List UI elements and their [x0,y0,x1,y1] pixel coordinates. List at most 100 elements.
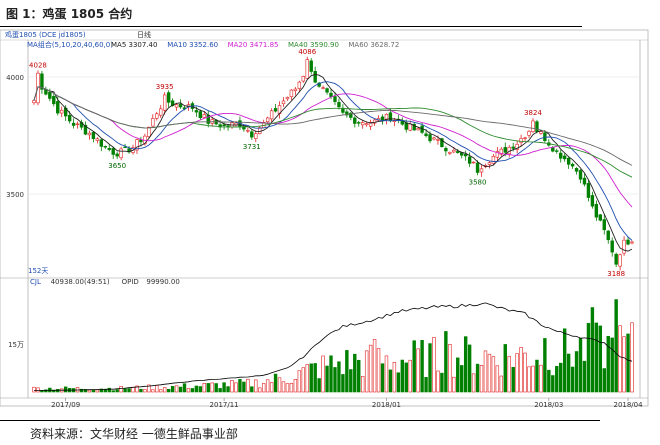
volume-bar [218,388,222,393]
volume-bar [226,386,230,393]
volume-bar [420,339,424,393]
candle-body [404,122,408,130]
volume-bar [178,386,183,393]
volume-bars [32,299,634,393]
volume-bar [198,386,203,393]
volume-bar [590,307,595,393]
ma-line-20 [33,86,633,208]
volume-bar [206,383,210,393]
candle-body [71,122,76,126]
candle-body [471,161,476,164]
volume-legend: CJL 40938.00(49:51) OPID 99990.00 [30,278,180,286]
candle-body [194,110,199,113]
ma-line-10 [33,81,633,241]
candle [582,173,587,187]
candle-body [337,102,341,108]
candle [337,98,341,110]
candle [527,130,531,138]
volume-bar [325,365,329,393]
ma-legend-label[interactable]: MA组合(5,10,20,40,60,0) [27,40,113,49]
candle-body [582,177,587,185]
candle [594,200,599,221]
candle-body [226,125,230,127]
volume-bar [630,322,634,393]
candle-body [456,151,460,153]
volume-bar [503,344,507,393]
candle [155,111,159,121]
volume-bar [91,389,96,393]
days-label: 152天 [28,267,48,275]
candle [147,126,151,138]
candle-body [52,96,56,105]
ma-legend: MA5 3307.40 MA10 3352.60 MA20 3471.85 MA40 … [111,41,399,49]
volume-bar [602,368,606,393]
candle [531,118,535,133]
annotation-label: 3824 [524,109,542,117]
volume-bar [507,356,511,393]
candle [321,85,325,90]
volume-bar [432,337,436,393]
candle [159,105,163,118]
candle [250,128,254,140]
candle-body [519,138,523,143]
ma-legend-item-1: MA10 3352.60 [167,41,218,49]
volume-bar [626,333,630,393]
candle [107,144,111,152]
candle-body [515,143,519,150]
ma-legend-item-4: MA60 3628.72 [348,41,399,49]
volume-bar [483,350,488,393]
candle-body [321,87,325,89]
volume-bar [333,367,337,393]
volume-bar [570,366,575,393]
volume-bar [285,383,290,393]
candle-body [273,108,278,112]
candle [313,66,317,84]
volume-bar [404,362,408,393]
candle-body [559,152,563,159]
volume-bar [301,367,305,393]
candle [305,56,309,80]
ma-line-60 [33,86,633,166]
toolbar-period[interactable]: 日线 [137,30,151,39]
volume-bar [289,382,294,393]
candle [202,111,206,119]
annotation-label: 4086 [298,48,316,56]
candle-body [578,170,583,180]
candle [178,99,183,109]
candle-body [630,241,634,244]
candle-body [527,131,531,136]
volume-bar [166,389,171,393]
candle [562,153,567,162]
candle [487,160,492,169]
annotation-label: 3935 [156,83,174,91]
volume-bar [143,389,147,393]
volume-bar [127,388,131,393]
toolbar-symbol[interactable]: 鸡蛋1805 (DCE jd1805) [5,30,86,39]
candle [293,87,298,96]
volume-bar [384,355,389,393]
volume-bar [194,385,199,393]
candle [491,153,496,166]
candle-body [444,148,448,152]
candle [87,130,92,140]
candle [103,145,107,150]
volume-bar [444,331,448,393]
candle [578,168,583,184]
candle-body [151,118,155,127]
candle [71,118,76,129]
outer-frame [0,29,649,407]
candle [285,96,290,101]
chart-frame [0,29,649,407]
candle [499,147,504,157]
candle-body [452,149,456,153]
annotation-label: 4028 [29,61,47,69]
candle-body [301,76,305,82]
candle-body [222,124,226,126]
candle [166,90,171,108]
volume-bar [250,386,254,393]
volume-bar [337,361,341,393]
candle-body [424,133,428,137]
candle [357,120,361,127]
candle-body [408,123,412,131]
